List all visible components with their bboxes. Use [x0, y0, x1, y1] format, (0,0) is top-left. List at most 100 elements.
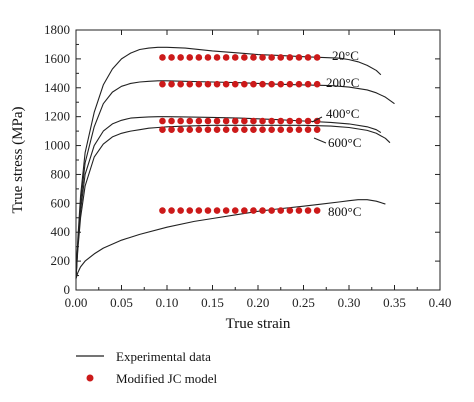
- model-point: [313, 117, 321, 125]
- model-point: [259, 126, 266, 133]
- legend: Experimental data Modified JC model: [76, 349, 217, 386]
- x-tick-label: 0.15: [201, 295, 224, 310]
- y-tick-label: 1000: [44, 138, 70, 153]
- model-point: [213, 80, 221, 88]
- model-point: [168, 126, 175, 133]
- series-600c: [75, 124, 391, 279]
- y-axis-title: True stress (MPa): [10, 107, 26, 214]
- model-point: [231, 126, 239, 133]
- model-point: [168, 117, 175, 125]
- model-point: [259, 54, 266, 61]
- model-point: [268, 207, 275, 214]
- model-point: [186, 126, 194, 133]
- model-point: [313, 126, 321, 133]
- model-point: [168, 54, 175, 61]
- model-point: [304, 117, 312, 125]
- model-point: [177, 80, 184, 88]
- legend-dot-swatch: [86, 374, 94, 382]
- model-point: [250, 80, 257, 88]
- model-point: [241, 207, 248, 214]
- y-tick-label: 1200: [44, 109, 70, 124]
- model-point: [204, 80, 212, 88]
- y-tick-label: 0: [64, 282, 71, 297]
- model-point: [241, 80, 248, 88]
- model-point: [177, 54, 184, 61]
- plot-frame: [75, 29, 441, 291]
- series-label: 800°C: [328, 204, 361, 219]
- model-point: [295, 54, 303, 61]
- model-point: [213, 117, 221, 125]
- legend-line-label: Experimental data: [116, 349, 211, 364]
- model-point: [222, 126, 230, 133]
- model-point: [159, 207, 166, 214]
- model-point: [186, 54, 194, 61]
- model-point: [213, 54, 221, 61]
- model-point: [213, 126, 221, 133]
- model-point: [195, 80, 203, 88]
- model-point: [250, 54, 257, 61]
- label-leader: [313, 137, 327, 144]
- axes: 0.00 0.05 0.10 0.15 0.20 0.25 0.30 0.35 0.40 0 200…: [44, 22, 451, 310]
- model-point: [213, 207, 221, 214]
- model-point: [286, 117, 294, 125]
- model-point: [295, 80, 303, 88]
- model-point: [304, 80, 312, 88]
- series-800c: [75, 199, 386, 279]
- model-point: [195, 117, 203, 125]
- legend-dot-label: Modified JC model: [116, 371, 217, 386]
- model-point: [295, 207, 303, 214]
- model-point: [222, 207, 230, 214]
- series-label: 400°C: [326, 106, 359, 121]
- model-point: [231, 207, 239, 214]
- model-point: [313, 80, 321, 88]
- model-point: [304, 207, 312, 214]
- experimental-line: [75, 124, 391, 279]
- model-point: [204, 126, 212, 133]
- y-tick-label: 400: [51, 224, 71, 239]
- model-point: [304, 54, 312, 61]
- x-tick-label: 0.05: [110, 295, 133, 310]
- model-point: [195, 207, 203, 214]
- model-point: [186, 117, 194, 125]
- model-point: [195, 126, 203, 133]
- model-point: [241, 117, 248, 125]
- model-point: [231, 80, 239, 88]
- experimental-line: [75, 116, 382, 279]
- model-point: [159, 117, 166, 125]
- model-point: [313, 54, 321, 61]
- experimental-line: [75, 199, 386, 279]
- series-400c: [75, 116, 382, 279]
- y-tick-label: 800: [51, 166, 71, 181]
- series-layer: [75, 46, 395, 279]
- model-point: [268, 117, 275, 125]
- experimental-line: [75, 46, 382, 279]
- model-point: [277, 80, 285, 88]
- model-point: [222, 117, 230, 125]
- series-label: 200°C: [326, 75, 359, 90]
- model-point: [159, 80, 166, 88]
- label-leader: [311, 116, 323, 123]
- y-tick-label: 600: [51, 195, 71, 210]
- model-point: [304, 126, 312, 133]
- model-point: [186, 207, 194, 214]
- series-labels: 20°C 200°C 400°C 600°C 800°C: [311, 48, 361, 219]
- model-point: [195, 54, 203, 61]
- model-point: [177, 117, 184, 125]
- y-tick-label: 1400: [44, 80, 70, 95]
- model-point: [277, 54, 285, 61]
- x-tick-label: 0.35: [383, 295, 406, 310]
- model-point: [250, 117, 257, 125]
- model-point: [277, 207, 285, 214]
- model-point: [186, 80, 194, 88]
- model-point: [268, 54, 275, 61]
- model-point: [168, 80, 175, 88]
- model-point: [259, 80, 266, 88]
- model-point: [268, 80, 275, 88]
- model-point: [259, 207, 266, 214]
- y-tick-label: 1800: [44, 22, 70, 37]
- model-point: [295, 117, 303, 125]
- y-tick-label: 200: [51, 253, 71, 268]
- model-point: [259, 117, 266, 125]
- model-point: [204, 117, 212, 125]
